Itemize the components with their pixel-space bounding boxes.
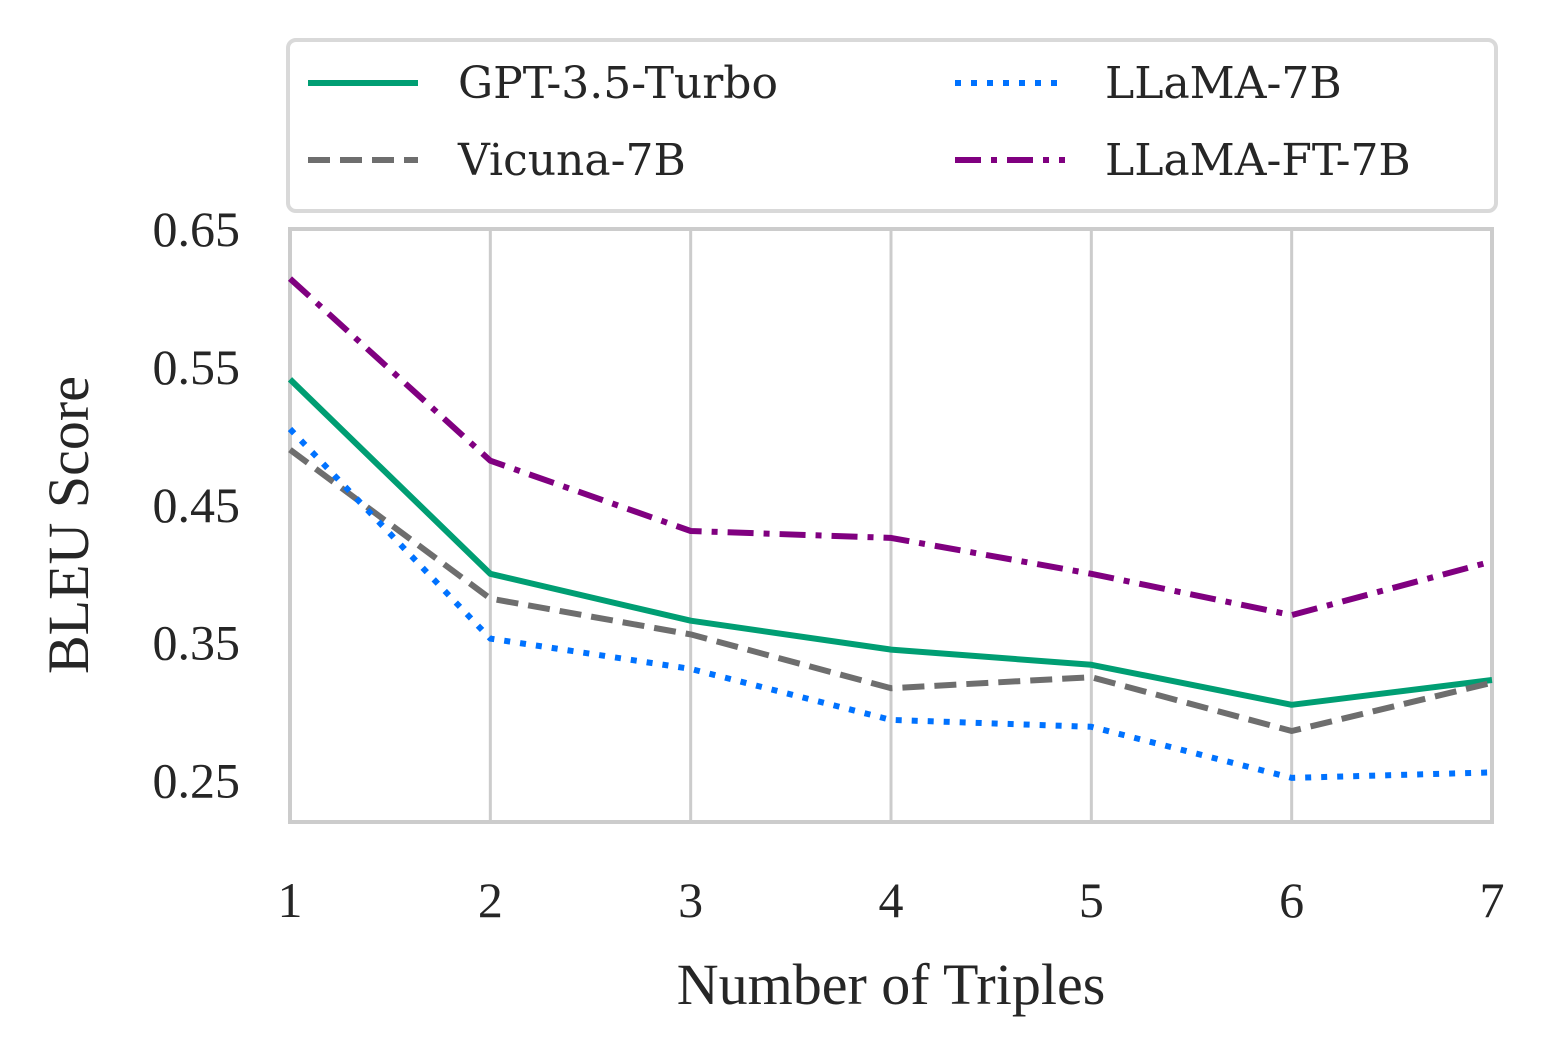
- y-tick-label: 0.35: [153, 615, 241, 671]
- legend-label-gpt-3-5-turbo: GPT-3.5-Turbo: [458, 58, 778, 109]
- series-line-vicuna-7b: [288, 447, 1493, 734]
- x-tick-label: 2: [478, 872, 503, 928]
- legend-frame: [286, 38, 1498, 213]
- series-line-llama-ft-7b: [287, 276, 1493, 619]
- y-tick-label: 0.25: [153, 753, 241, 809]
- series-line-llama-7b: [287, 426, 1493, 781]
- legend-label-vicuna-7b: Vicuna-7B: [457, 135, 686, 186]
- x-tick-label: 3: [678, 872, 703, 928]
- plot-frame: [288, 227, 1494, 824]
- legend: GPT-3.5-Turbo Vicuna-7B LLaMA-7B LLaMA-FT-7…: [286, 38, 1498, 213]
- series-line-gpt-3-5-turbo: [287, 377, 1493, 708]
- x-tick-label: 1: [278, 872, 303, 928]
- y-tick-label: 0.55: [153, 339, 241, 395]
- y-tick-label: 0.45: [153, 477, 241, 533]
- legend-label-llama-7b: LLaMA-7B: [1105, 58, 1342, 109]
- x-tick-label: 4: [879, 872, 904, 928]
- x-tick-label: 5: [1079, 872, 1104, 928]
- y-axis-title: BLEU Score: [36, 376, 101, 674]
- legend-label-llama-ft-7b: LLaMA-FT-7B: [1105, 135, 1411, 186]
- x-tick-label: 6: [1279, 872, 1304, 928]
- y-tick-label: 0.65: [153, 201, 241, 257]
- x-tick-label: 7: [1480, 872, 1505, 928]
- x-axis-ticks: 1 2 3 4 5 6 7: [278, 872, 1505, 928]
- plot-area: [287, 227, 1494, 824]
- y-axis-ticks: 0.25 0.35 0.45 0.55 0.65: [153, 201, 241, 809]
- x-axis-title: Number of Triples: [677, 952, 1106, 1017]
